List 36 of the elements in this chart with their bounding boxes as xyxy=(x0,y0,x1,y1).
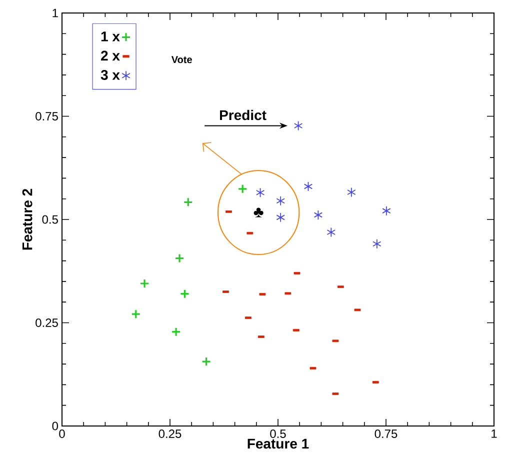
point xyxy=(304,182,313,192)
y-tick-label: 0.75 xyxy=(36,112,58,120)
point xyxy=(171,327,181,337)
annotation: Vote xyxy=(171,56,192,64)
y-tick-label: 0.25 xyxy=(36,318,58,327)
point xyxy=(382,206,391,216)
legend-label: 3 x xyxy=(100,70,120,80)
point xyxy=(238,184,248,194)
point xyxy=(180,289,190,299)
point xyxy=(276,196,285,206)
point xyxy=(276,212,285,222)
point xyxy=(294,120,303,131)
x-tick-label: 0 xyxy=(59,430,65,438)
point xyxy=(256,188,265,198)
annotation: ♣ xyxy=(254,208,264,218)
point xyxy=(314,210,323,220)
point xyxy=(372,238,382,249)
x-tick-label: 0.75 xyxy=(374,430,398,438)
point xyxy=(183,197,193,207)
point xyxy=(326,227,336,238)
x-tick-label: 0.25 xyxy=(158,430,182,438)
y-tick-label: 0.5 xyxy=(42,215,58,224)
x-axis-title: Feature 1 xyxy=(248,438,309,449)
point xyxy=(174,254,184,264)
y-tick-label: 0 xyxy=(52,422,58,430)
x-tick-label: 1 xyxy=(492,430,497,438)
point xyxy=(131,309,141,319)
legend-label: 2 x xyxy=(101,50,120,61)
point xyxy=(201,356,212,366)
y-axis-title: Feature 2 xyxy=(22,188,32,250)
legend-label: 1 x xyxy=(101,32,120,42)
annotation: Predict xyxy=(220,110,266,120)
point xyxy=(140,278,150,288)
x-tick-label: 0.5 xyxy=(270,430,286,438)
y-tick-label: 1 xyxy=(52,8,58,18)
point xyxy=(347,187,356,198)
